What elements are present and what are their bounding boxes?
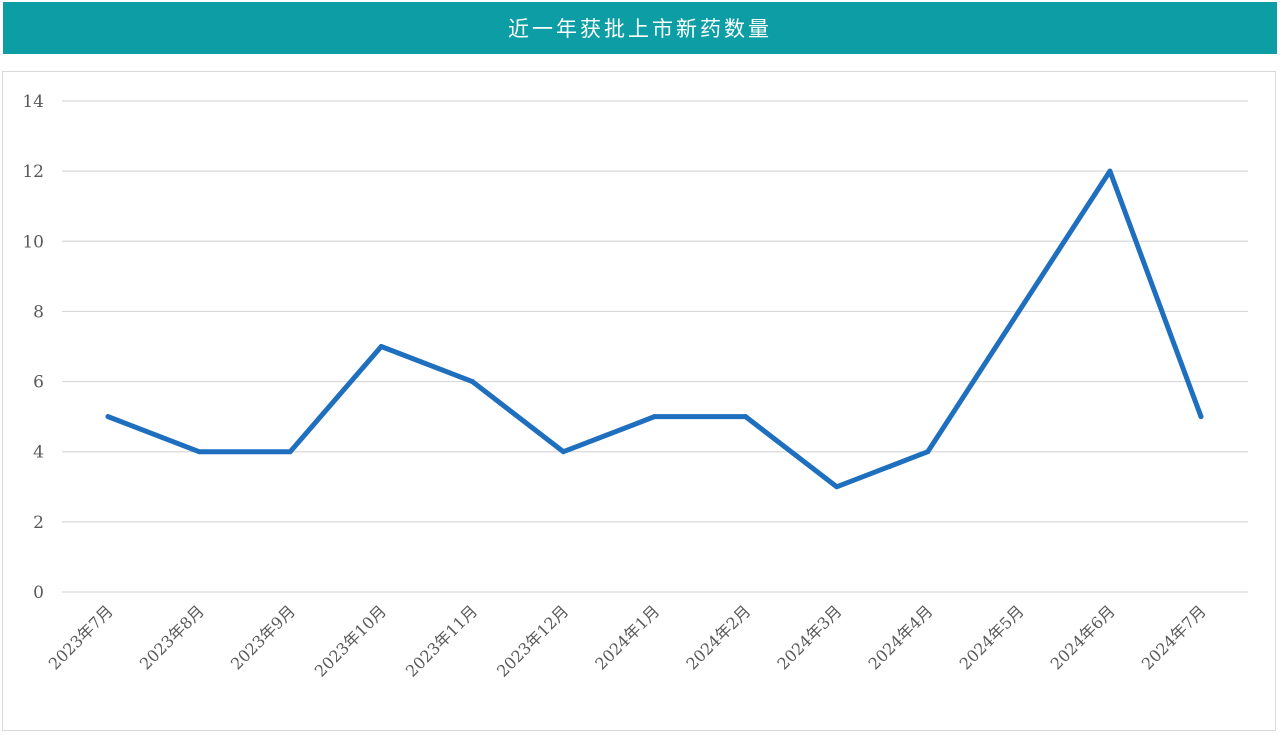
y-tick-label: 4: [33, 443, 44, 463]
data-point: [652, 414, 657, 420]
y-tick-label: 0: [33, 583, 44, 603]
y-tick-label: 6: [33, 373, 44, 393]
y-tick-label: 12: [22, 162, 44, 182]
x-axis-ticks: 2023年7月 2023年8月 2023年9月 2023年10月 2023年11月 202…: [45, 601, 1210, 680]
y-tick-label: 14: [22, 92, 44, 112]
y-tick-label: 2: [33, 513, 44, 533]
x-tick-label: 2024年1月: [591, 601, 663, 673]
data-point: [287, 449, 293, 455]
y-tick-label: 10: [22, 232, 44, 252]
x-tick-label: 2024年4月: [865, 601, 937, 673]
x-tick-label: 2023年7月: [45, 601, 117, 673]
gridlines: [62, 100, 1248, 593]
x-tick-label: 2024年5月: [956, 601, 1028, 673]
series-line: [105, 168, 1204, 490]
x-tick-label: 2023年9月: [227, 601, 299, 673]
x-tick-label: 2024年2月: [682, 601, 754, 673]
series: [105, 168, 1204, 490]
data-point: [743, 414, 749, 420]
data-point: [1016, 308, 1022, 314]
data-point: [469, 379, 475, 385]
x-tick-label: 2024年7月: [1138, 601, 1210, 673]
x-tick-label: 2023年8月: [136, 601, 208, 673]
y-axis-ticks: 0 2 4 6 8 10 12 14: [22, 92, 44, 603]
data-point: [1198, 414, 1204, 420]
data-point: [196, 449, 202, 455]
data-point: [834, 484, 840, 490]
y-tick-label: 8: [33, 302, 44, 322]
x-tick-label: 2023年11月: [402, 601, 481, 680]
chart-frame: [2, 71, 1276, 731]
data-point: [105, 414, 111, 420]
x-tick-label: 2023年10月: [311, 601, 390, 680]
data-point: [560, 449, 566, 455]
x-tick-label: 2024年6月: [1047, 601, 1119, 673]
data-point: [925, 449, 931, 455]
chart-title: 近一年获批上市新药数量: [3, 2, 1277, 54]
data-point: [1107, 168, 1113, 174]
x-tick-label: 2023年12月: [493, 601, 572, 680]
data-point: [378, 344, 384, 349]
x-tick-label: 2024年3月: [773, 601, 845, 673]
